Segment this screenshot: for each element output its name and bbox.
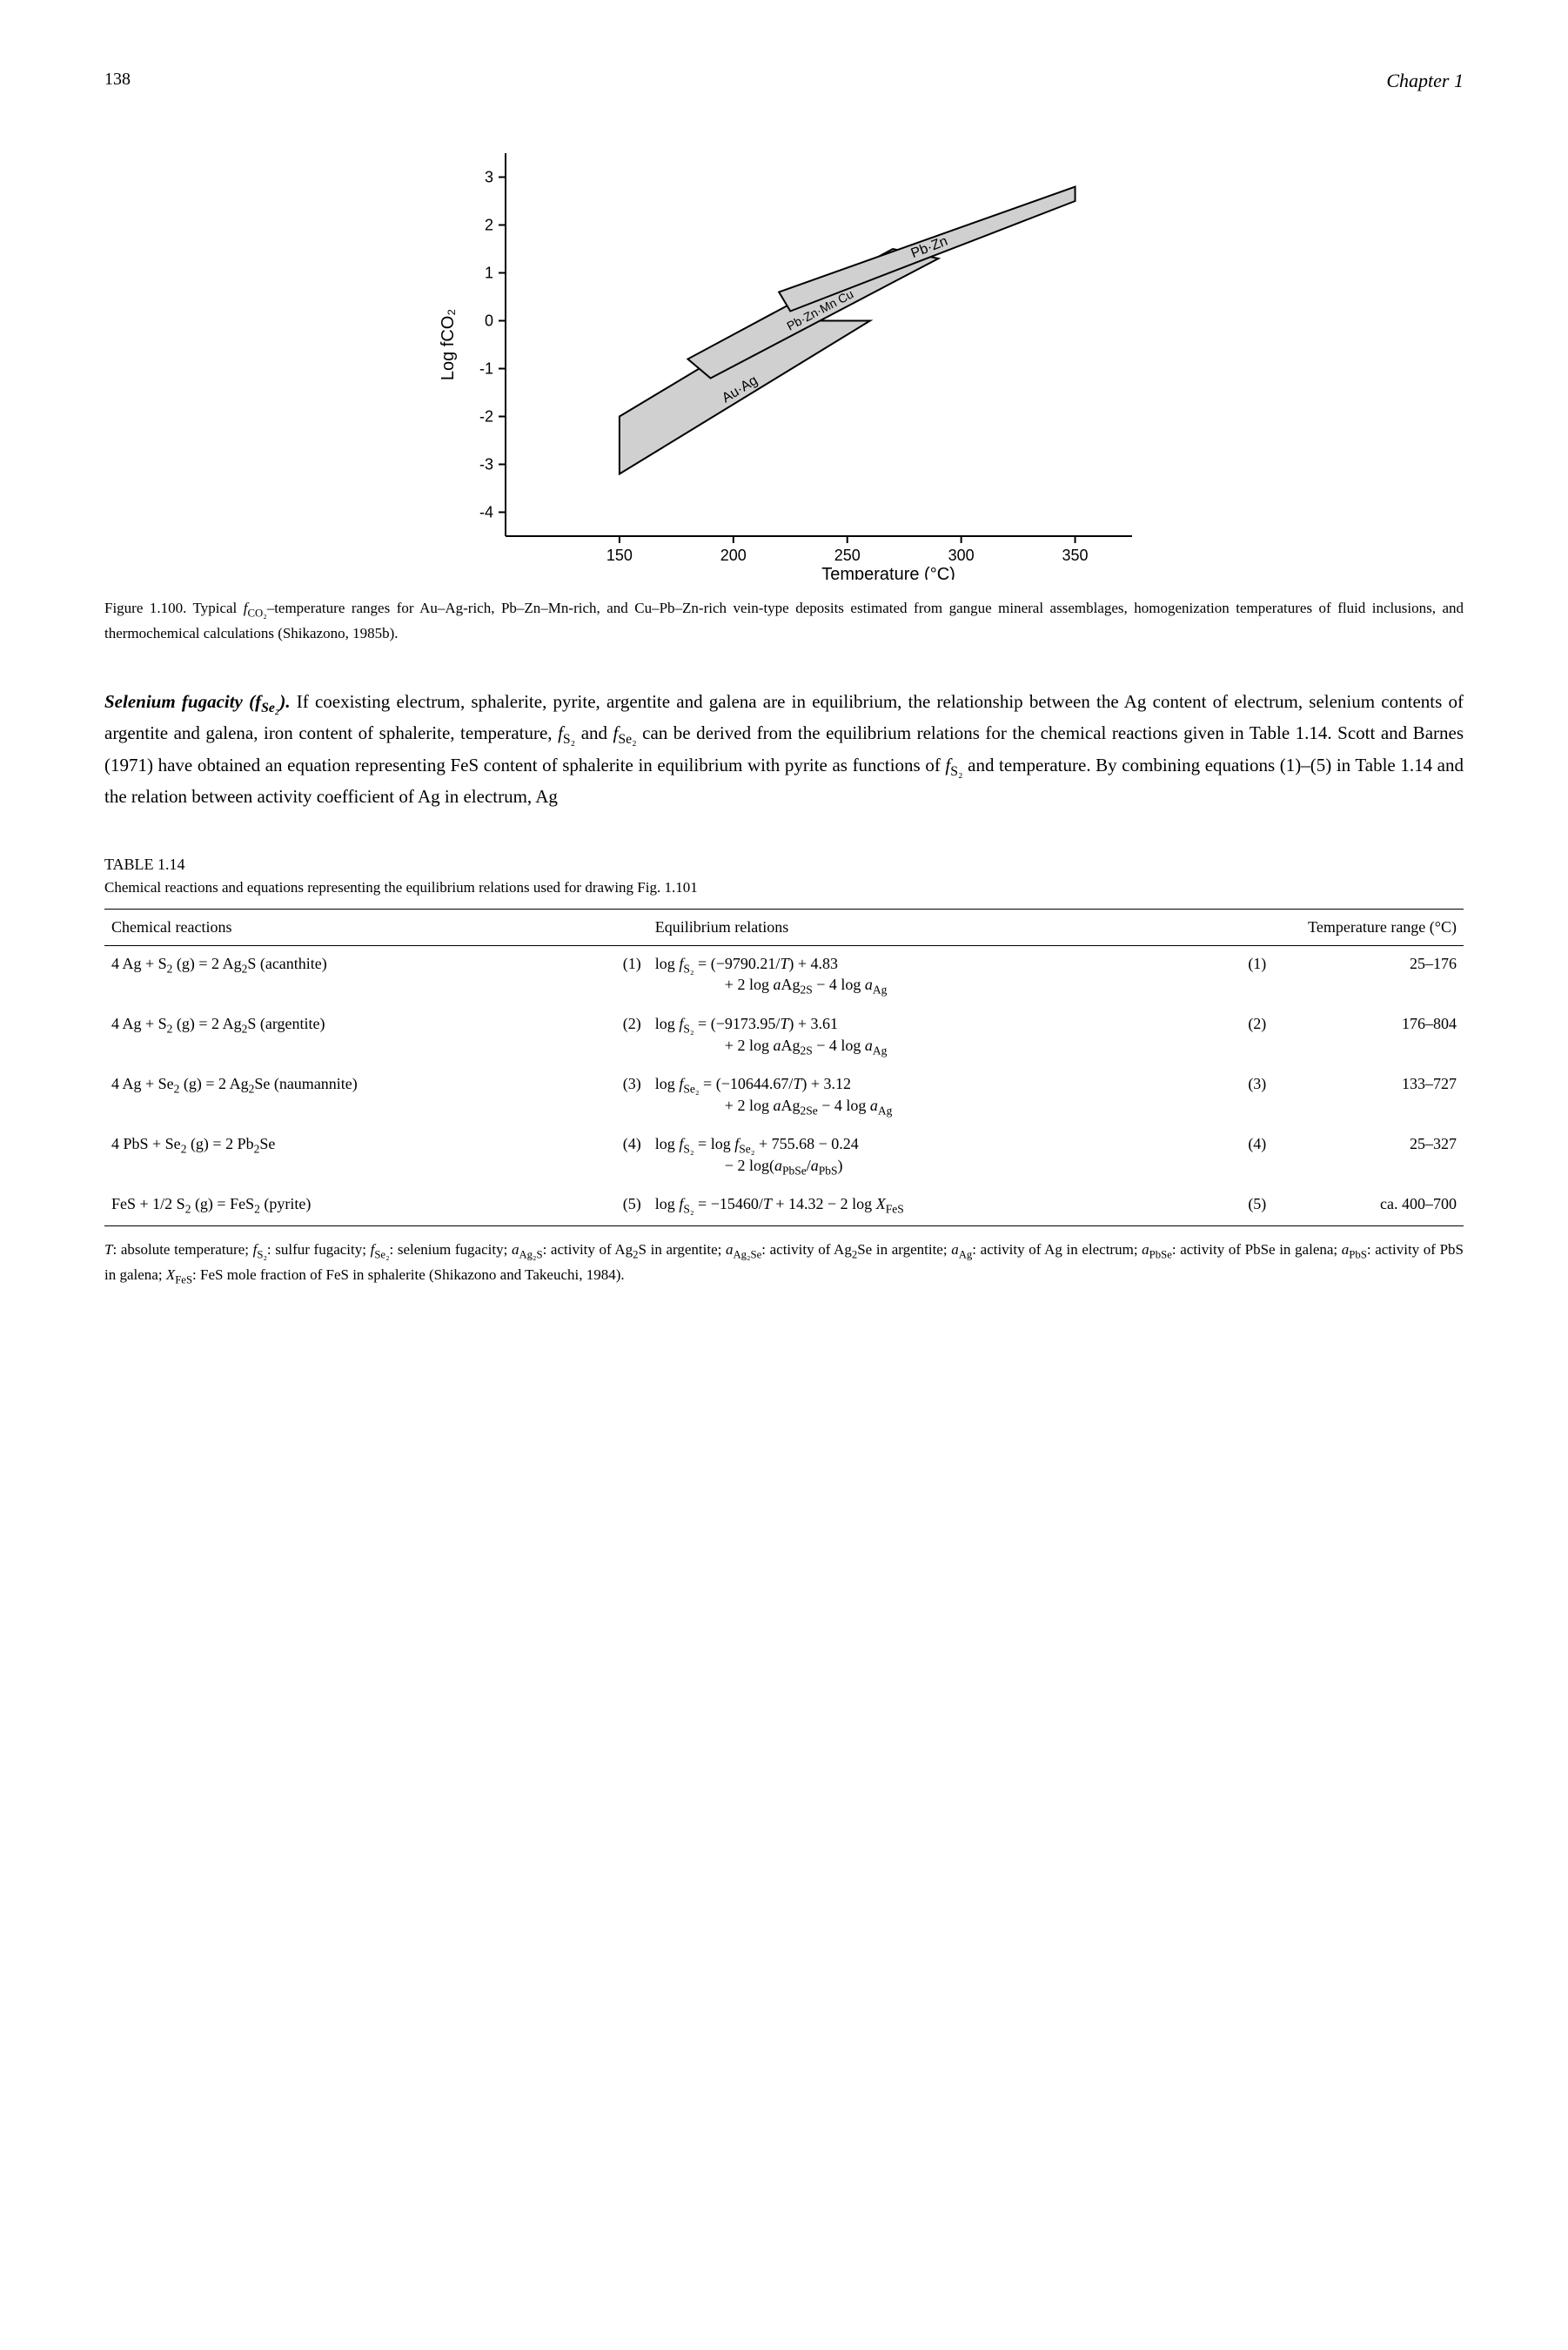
svg-text:-2: -2 xyxy=(479,408,493,426)
table-1-14: TABLE 1.14 Chemical reactions and equati… xyxy=(104,856,1464,1288)
cell-rnum: (4) xyxy=(593,1126,647,1186)
cell-enum: (2) xyxy=(1219,1006,1273,1066)
th-reactions: Chemical reactions xyxy=(104,909,593,945)
svg-text:0: 0 xyxy=(485,312,493,330)
cell-rnum: (1) xyxy=(593,945,647,1006)
svg-text:200: 200 xyxy=(720,547,747,564)
cell-reaction: FeS + 1/2 S2 (g) = FeS2 (pyrite) xyxy=(104,1186,593,1225)
cell-reaction: 4 PbS + Se2 (g) = 2 Pb2Se xyxy=(104,1126,593,1186)
cell-enum: (3) xyxy=(1219,1066,1273,1126)
page-header: 138 Chapter 1 xyxy=(104,70,1464,92)
svg-text:150: 150 xyxy=(606,547,633,564)
chapter-label: Chapter 1 xyxy=(1386,70,1464,92)
svg-text:-4: -4 xyxy=(479,504,493,521)
table-row: 4 Ag + S2 (g) = 2 Ag2S (acanthite)(1)log… xyxy=(104,945,1464,1006)
svg-text:Log fCO₂: Log fCO₂ xyxy=(439,309,458,380)
svg-text:350: 350 xyxy=(1062,547,1089,564)
table-row: 4 PbS + Se2 (g) = 2 Pb2Se(4)log fS₂ = lo… xyxy=(104,1126,1464,1186)
figure-svg: Au·AgPb·Zn·Mn CuPb·Zn150200250300350-4-3… xyxy=(401,127,1167,580)
cell-relation: log fS₂ = −15460/T + 14.32 − 2 log XFeS xyxy=(648,1186,1219,1225)
table-row: 4 Ag + Se2 (g) = 2 Ag2Se (naumannite)(3)… xyxy=(104,1066,1464,1126)
cell-reaction: 4 Ag + Se2 (g) = 2 Ag2Se (naumannite) xyxy=(104,1066,593,1126)
svg-text:-3: -3 xyxy=(479,456,493,473)
th-enum xyxy=(1219,909,1273,945)
table-subtitle: Chemical reactions and equations represe… xyxy=(104,879,1464,896)
th-relations: Equilibrium relations xyxy=(648,909,1219,945)
cell-enum: (5) xyxy=(1219,1186,1273,1225)
cell-rnum: (5) xyxy=(593,1186,647,1225)
svg-text:250: 250 xyxy=(834,547,861,564)
svg-text:3: 3 xyxy=(485,169,493,186)
table-row: 4 Ag + S2 (g) = 2 Ag2S (argentite)(2)log… xyxy=(104,1006,1464,1066)
page-number: 138 xyxy=(104,70,131,92)
cell-temp: 133–727 xyxy=(1273,1066,1464,1126)
svg-text:2: 2 xyxy=(485,217,493,234)
cell-enum: (1) xyxy=(1219,945,1273,1006)
equilibrium-table: Chemical reactions Equilibrium relations… xyxy=(104,909,1464,1226)
table-footnote: T: absolute temperature; fS₂: sulfur fug… xyxy=(104,1239,1464,1288)
table-row: FeS + 1/2 S2 (g) = FeS2 (pyrite)(5)log f… xyxy=(104,1186,1464,1225)
cell-relation: log fS₂ = log fSe₂ + 755.68 − 0.24− 2 lo… xyxy=(648,1126,1219,1186)
th-rnum xyxy=(593,909,647,945)
svg-text:1: 1 xyxy=(485,265,493,282)
figure-1-100: Au·AgPb·Zn·Mn CuPb·Zn150200250300350-4-3… xyxy=(401,127,1167,580)
body-paragraph: Selenium fugacity (fSe₂). If coexisting … xyxy=(104,688,1464,812)
svg-text:-1: -1 xyxy=(479,360,493,378)
cell-reaction: 4 Ag + S2 (g) = 2 Ag2S (argentite) xyxy=(104,1006,593,1066)
svg-text:300: 300 xyxy=(948,547,975,564)
cell-rnum: (2) xyxy=(593,1006,647,1066)
th-temp: Temperature range (°C) xyxy=(1273,909,1464,945)
cell-temp: 25–176 xyxy=(1273,945,1464,1006)
figure-caption: Figure 1.100. Typical fCO₂–temperature r… xyxy=(104,597,1464,644)
table-title: TABLE 1.14 xyxy=(104,856,1464,874)
cell-relation: log fS₂ = (−9790.21/T) + 4.83+ 2 log aAg… xyxy=(648,945,1219,1006)
cell-reaction: 4 Ag + S2 (g) = 2 Ag2S (acanthite) xyxy=(104,945,593,1006)
cell-enum: (4) xyxy=(1219,1126,1273,1186)
cell-rnum: (3) xyxy=(593,1066,647,1126)
table-header-row: Chemical reactions Equilibrium relations… xyxy=(104,909,1464,945)
svg-text:Temperature (°C): Temperature (°C) xyxy=(821,565,955,580)
cell-relation: log fS₂ = (−9173.95/T) + 3.61+ 2 log aAg… xyxy=(648,1006,1219,1066)
cell-relation: log fSe₂ = (−10644.67/T) + 3.12+ 2 log a… xyxy=(648,1066,1219,1126)
cell-temp: 25–327 xyxy=(1273,1126,1464,1186)
cell-temp: 176–804 xyxy=(1273,1006,1464,1066)
cell-temp: ca. 400–700 xyxy=(1273,1186,1464,1225)
